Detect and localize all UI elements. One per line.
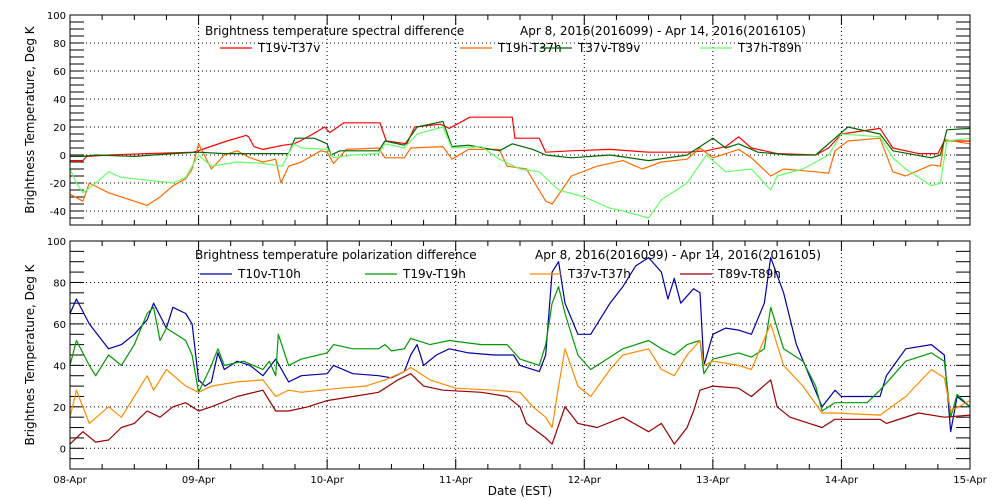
x-tick-label: 11-Apr (439, 475, 473, 486)
y-tick-label: -40 (50, 207, 66, 218)
y-tick-label: 60 (53, 67, 66, 78)
legend-label: T37h-T89h (737, 41, 802, 55)
y-tick-label: 20 (53, 403, 66, 414)
x-tick-label: 13-Apr (696, 475, 730, 486)
legend-label: T19v-T19h (402, 267, 466, 281)
series-line-t10v-t10h (69, 257, 971, 433)
y-tick-label: 20 (53, 123, 66, 134)
date-range: Apr 8, 2016(2016099) - Apr 14, 2016(2016… (520, 24, 806, 38)
y-tick-label: 0 (60, 444, 66, 455)
y-tick-label: 80 (53, 278, 66, 289)
series-line-t89v-t89h (69, 373, 971, 445)
y-tick-label: 40 (53, 361, 66, 372)
series-line-t19v-t19h (69, 286, 971, 418)
x-tick-label: 15-Apr (953, 475, 987, 486)
legend-label: T37v-T89v (577, 41, 640, 55)
legend-label: T89v-T89h (717, 267, 781, 281)
y-tick-label: 100 (47, 11, 66, 22)
x-tick-label: 09-Apr (182, 475, 216, 486)
series-line-t37v-t89v (70, 120, 971, 162)
x-tick-label: 10-Apr (310, 475, 344, 486)
date-range: Apr 8, 2016(2016099) - Apr 14, 2016(2016… (535, 248, 821, 262)
series-line-t37h-t89h (69, 126, 971, 219)
chart-title: Brightness temperature spectral differen… (205, 24, 464, 38)
polarization-panel: 0 20 40 60 80 100 08-Apr 09-Apr 10-Apr 11-Apr 12-A… (23, 237, 988, 498)
plot-frame (69, 14, 971, 226)
x-axis-label: Date (EST) (488, 484, 552, 498)
legend-label: T10v-T10h (237, 267, 301, 281)
x-tick-label: 14-Apr (825, 475, 859, 486)
y-tick-label: 60 (53, 320, 66, 331)
y-tick-label: 0 (60, 151, 66, 162)
spectral-panel: -40 -20 0 20 40 60 80 100 Brightness temperature… (23, 11, 971, 226)
x-tick-label: 08-Apr (53, 475, 87, 486)
plot-frame (69, 240, 971, 470)
y-axis-label: Brightnes Temperature, Deg K (23, 263, 37, 445)
chart-title: Brightness temperature polarization diff… (195, 248, 477, 262)
y-tick-label: 40 (53, 95, 66, 106)
y-tick-label: -20 (50, 179, 66, 190)
y-tick-label: 80 (53, 39, 66, 50)
legend-label: T37v-T37h (567, 267, 631, 281)
y-axis-label: Brightness Temperature, Deg K (23, 25, 37, 213)
series-line-t37v-t37h (69, 323, 971, 429)
y-tick-label: 100 (47, 237, 66, 248)
x-tick-label: 12-Apr (568, 475, 602, 486)
legend-label: T19v-T37v (257, 41, 320, 55)
legend-label: T19h-T37h (497, 41, 562, 55)
